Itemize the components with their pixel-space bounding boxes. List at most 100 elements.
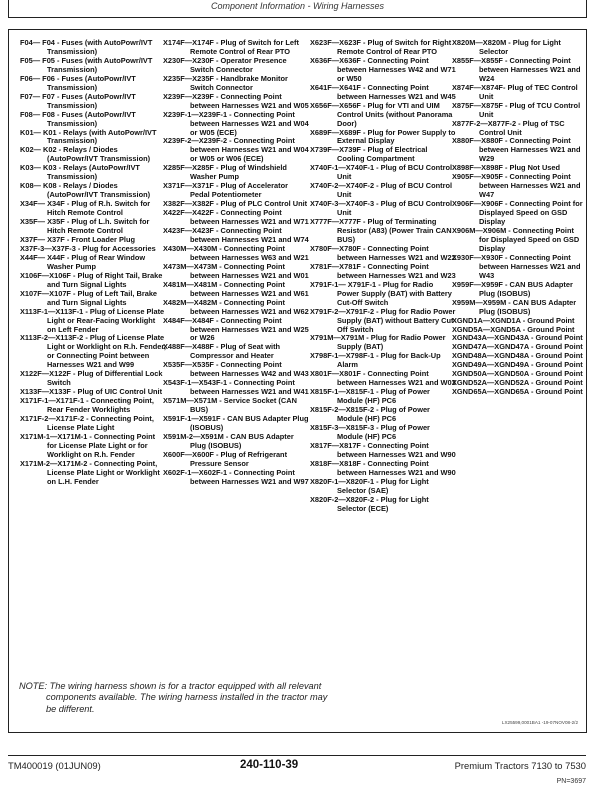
component-legend-box: F04— F04 - Fuses (with AutoPowr/IVT Tran…	[8, 29, 587, 733]
legend-entry: X171M-1—X171M-1 - Connecting Point for L…	[20, 431, 156, 459]
legend-entry: X898F—X898F - Plug Not Used	[452, 163, 561, 173]
legend-entry: XGND1A—XGND1A - Ground Point	[452, 315, 575, 325]
legend-entry: X855F—X855F - Connecting Point between H…	[452, 55, 581, 83]
legend-entry: X37F-3—X37F-3 - Plug for Accessories	[20, 243, 156, 253]
legend-entry: X488F—X488F - Plug of Seat with Compress…	[163, 342, 281, 361]
legend-entry: X113F-2—X113F-2 - Plug of License Plate …	[20, 333, 166, 370]
legend-entry: X482M—X482M - Connecting Point between H…	[163, 297, 309, 316]
note-text: NOTE: The wiring harness shown is for a …	[19, 681, 328, 714]
section-title: Component Information - Wiring Harnesses	[211, 1, 384, 11]
legend-entry: X113F-1—X113F-1 - Plug of License Plate …	[20, 306, 165, 334]
legend-column-1: F04— F04 - Fuses (with AutoPowr/IVT Tran…	[20, 38, 166, 487]
legend-entry: X820F-1—X820F-1 - Plug for Light Selecto…	[310, 476, 429, 495]
legend-entry: X239F—X239F - Connecting Point between H…	[163, 91, 309, 110]
legend-entry: X815F-3—X815F-3 - Plug of Power Module (…	[310, 422, 430, 441]
legend-entry: F06— F06 - Fuses (AutoPowr/IVT Transmiss…	[20, 73, 136, 92]
product-name: Premium Tractors 7130 to 7530	[454, 760, 586, 771]
section-header: Component Information - Wiring Harnesses	[8, 0, 587, 18]
legend-entry: X689F—X689F - Plug for Power Supply to E…	[310, 127, 456, 146]
legend-entry: X543F-1—X543F-1 - Connecting Point betwe…	[163, 378, 309, 397]
legend-entry: K03— K03 - Relays (AutoPowr/IVT Transmis…	[20, 163, 140, 182]
legend-entry: X34F— X34F - Plug of R.h. Switch for Hit…	[20, 199, 151, 218]
reference-code: LX25599,0001BA1 -19-07NOV08-2/2	[501, 720, 578, 725]
legend-entry: XGND50A—XGND50A - Ground Point	[452, 369, 583, 379]
legend-entry: X791M—X791M - Plug for Radio Power Suppl…	[310, 333, 446, 352]
legend-entry: X739F—X739F - Plug of Electrical Cooling…	[310, 145, 428, 164]
legend-entry: X422F—X422F - Connecting Point between H…	[163, 208, 309, 227]
legend-entry: X818F—X818F - Connecting Point between H…	[310, 458, 456, 477]
legend-entry: X959F—X959F - CAN BUS Adapter Plug (ISOB…	[452, 279, 573, 298]
legend-entry: X37F— X37F - Front Loader Plug	[20, 234, 135, 244]
legend-entry: X171F-1—X171F-1 - Connecting Point, Rear…	[20, 396, 154, 415]
legend-entry: X777F—X777F - Plug of Terminating Resist…	[310, 217, 452, 244]
legend-entry: X877F-2—X877F-2 - Plug of TSC Control Un…	[452, 118, 565, 137]
legend-entry: X740F-2—X740F-2 - Plug of BCU Control Un…	[310, 181, 453, 200]
legend-entry: X481M—X481M - Connecting Point between H…	[163, 279, 309, 298]
legend-entry: X430M—X430M - Connecting Point between H…	[163, 243, 309, 262]
legend-entry: K08— K08 - Relays / Diodes (AutoPowr/IVT…	[20, 181, 151, 200]
legend-entry: XGND48A—XGND48A - Ground Point	[452, 351, 583, 361]
legend-entry: X122F—X122F - Plug of Differential Lock …	[20, 369, 163, 388]
legend-column-2: X174F—X174F - Plug of Switch for Left Re…	[163, 38, 309, 487]
legend-entry: F04— F04 - Fuses (with AutoPowr/IVT Tran…	[20, 38, 153, 56]
legend-entry: X174F—X174F - Plug of Switch for Left Re…	[163, 38, 299, 56]
legend-entry: X930F—X930F - Connecting Point between H…	[452, 252, 581, 280]
legend-entry: X641F—X641F - Connecting Point between H…	[310, 82, 456, 101]
legend-entry: X875F—X875F - Plug of TCU Control Unit	[452, 100, 581, 119]
legend-entry: XGND65A—XGND65A - Ground Point	[452, 387, 583, 397]
legend-column-4: X820M—X820M - Plug for Light Selector X85…	[452, 38, 584, 397]
legend-entry: XGND49A—XGND49A - Ground Point	[452, 360, 583, 370]
legend-entry: X473M—X473M - Connecting Point between H…	[163, 261, 309, 280]
legend-entry: X602F-1—X602F-1 - Connecting Point betwe…	[163, 467, 309, 486]
legend-entry: XGND47A—XGND47A - Ground Point	[452, 342, 583, 352]
manual-id: TM400019 (01JUN09)	[8, 760, 101, 771]
legend-entry: X959M—X959M - CAN BUS Adapter Plug (ISOB…	[452, 297, 577, 316]
legend-entry: X636F—X636F - Connecting Point between H…	[310, 55, 456, 83]
legend-entry: X382F—X382F - Plug of PLC Control Unit	[163, 199, 308, 209]
legend-entry: X791F-1— X791F-1 - Plug for Radio Power …	[310, 279, 452, 307]
legend-entry: X817F—X817F - Connecting Point between H…	[310, 440, 456, 459]
legend-entry: X235F—X235F - Handbrake Monitor Switch C…	[163, 73, 288, 92]
legend-entry: X801F—X801F - Connecting Point between H…	[310, 369, 456, 388]
legend-entry: X740F-1—X740F-1 - Plug of BCU Control Un…	[310, 163, 453, 182]
part-number: PN=3697	[556, 778, 586, 785]
legend-entry: F07— F07 - Fuses (AutoPowr/IVT Transmiss…	[20, 91, 136, 110]
legend-entry: X798F-1—X798F-1 - Plug for Back-Up Alarm	[310, 351, 441, 370]
legend-entry: X371F—X371F - Plug of Accelerator Pedal …	[163, 181, 288, 200]
legend-entry: X781F—X781F - Connecting Point between H…	[310, 261, 456, 280]
legend-entry: X535F—X535F - Connecting Point between H…	[163, 360, 309, 379]
legend-entry: XGND43A—XGND43A - Ground Point	[452, 333, 583, 343]
legend-entry: X171M-2—X171M-2 - Connecting Point, Lice…	[20, 458, 160, 486]
legend-entry: X905F—X905F - Connecting Point between H…	[452, 172, 581, 200]
legend-entry: X44F— X44F - Plug of Rear Window Washer …	[20, 252, 146, 271]
legend-entry: F08— F08 - Fuses (AutoPowr/IVT Transmiss…	[20, 109, 136, 128]
legend-entry: X171F-2—X171F-2 - Connecting Point, Lice…	[20, 414, 154, 432]
legend-column-3: X623F—X623F - Plug of Switch for Right R…	[310, 38, 456, 514]
legend-entry: X740F-3—X740F-3 - Plug of BCU Control Un…	[310, 199, 453, 218]
legend-entry: X106F—X106F - Plug of Right Tail, Brake …	[20, 270, 163, 289]
legend-entry: X484F—X484F - Connecting Point between H…	[163, 315, 309, 343]
legend-entry: X791F-2—X791F-2 - Plug for Radio Power S…	[310, 306, 456, 334]
legend-entry: X591F-1—X591F - CAN BUS Adapter Plug (IS…	[163, 414, 309, 432]
legend-entry: X285F—X285F - Plug of Windshield Washer …	[163, 163, 287, 182]
legend-entry: X239F-1—X239F-1 - Connecting Point betwe…	[163, 109, 309, 137]
legend-entry: F05— F05 - Fuses (with AutoPowr/IVT Tran…	[20, 55, 153, 74]
legend-entry: X600F—X600F - Plug of Refrigerant Pressu…	[163, 449, 288, 468]
legend-entry: XGND52A—XGND52A - Ground Point	[452, 378, 583, 388]
legend-entry: X906M—X906M - Connecting Point for Displ…	[452, 226, 580, 253]
legend-entry: X820M—X820M - Plug for Light Selector	[452, 38, 561, 56]
legend-entry: X815F-2—X815F-2 - Plug of Power Module (…	[310, 405, 430, 424]
legend-entry: K02— K02 - Relays / Diodes (AutoPowr/IVT…	[20, 145, 151, 164]
legend-entry: X591M-2—X591M - CAN BUS Adapter Plug (IS…	[163, 431, 294, 450]
legend-entry: X656F—X656F - Plug for VTI and UIM Contr…	[310, 100, 453, 128]
footer-divider	[8, 755, 586, 756]
legend-entry: X780F—X780F - Connecting Point between H…	[310, 243, 456, 262]
legend-entry: X107F—X107F - Plug of Left Tail, Brake a…	[20, 288, 158, 307]
page-number: 240-110-39	[240, 759, 299, 771]
legend-entry: X820F-2—X820F-2 - Plug for Light Selecto…	[310, 494, 429, 513]
legend-entry: K01— K01 - Relays (with AutoPowr/IVT Tra…	[20, 127, 157, 146]
legend-entry: X35F— X35F - Plug of L.h. Switch for Hit…	[20, 217, 150, 236]
legend-entry: X133F—X133F - Plug of UIC Control Unit	[20, 387, 163, 397]
legend-entry: X623F—X623F - Plug of Switch for Right R…	[310, 38, 452, 56]
legend-entry: X906F—X906F - Connecting Point for Displ…	[452, 199, 583, 227]
